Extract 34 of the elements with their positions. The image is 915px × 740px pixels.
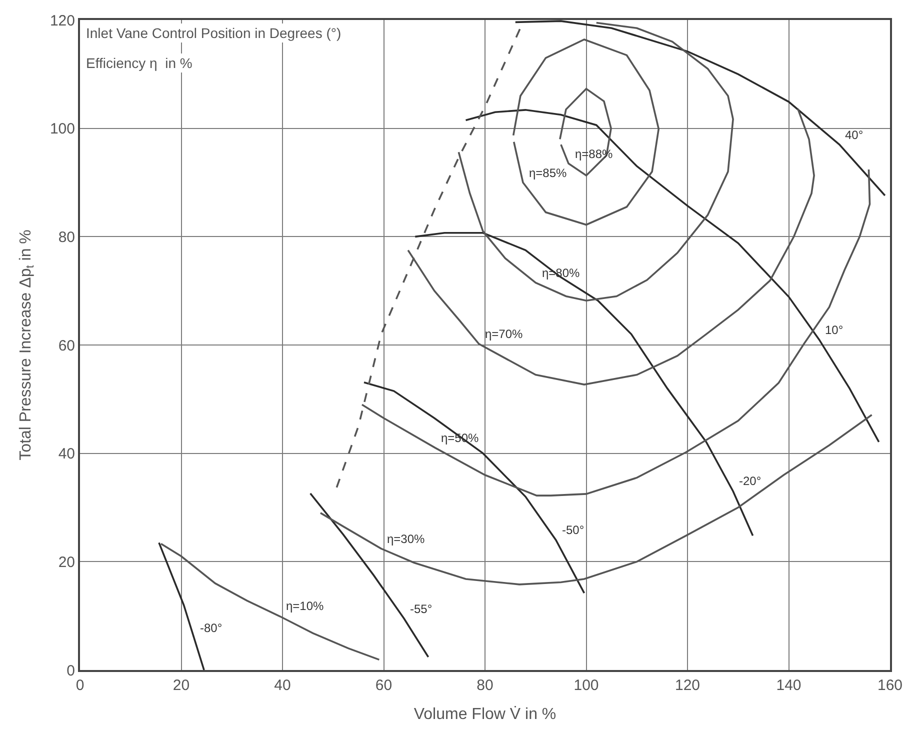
y-tick-label: 80 [58,228,75,246]
annotation: 10° [825,323,844,337]
annotation: η=85% [529,166,568,180]
x-tick-label: 100 [574,677,599,694]
line-series [361,168,871,496]
line-series [512,38,660,226]
annotation: η=30% [387,532,426,546]
line-series [363,381,586,594]
x-tick-label: 40 [274,677,291,694]
y-tick-label: 40 [58,446,75,463]
x-tick-label: 20 [172,677,190,694]
x-axis-title: Volume Flow V̇ in % [414,704,556,724]
annotation: 40° [845,128,864,142]
line-series [514,20,886,196]
annotation: Inlet Vane Control Position in Degrees (°) [86,25,342,41]
x-tick-label: 160 [877,677,903,694]
x-tick-label: 60 [375,677,392,694]
annotation: η=10% [286,599,324,613]
x-tick-label: 140 [776,677,802,694]
y-tick-label: 120 [50,12,75,30]
y-tick-label: 0 [66,662,75,680]
y-tick-label: 60 [58,337,75,354]
annotation: -80° [200,621,222,635]
x-tick-label: 120 [674,677,700,694]
line-series [320,414,873,586]
annotation: -20° [739,474,762,488]
y-tick-label: 100 [50,120,75,138]
x-tick-label: 80 [476,677,494,694]
annotation: Efficiency η in % [86,55,192,71]
annotation: -55° [410,602,432,616]
line-series [160,542,380,661]
y-tick-label: 20 [58,554,75,571]
annotation: -50° [562,523,584,537]
annotation: η=70% [485,327,524,341]
